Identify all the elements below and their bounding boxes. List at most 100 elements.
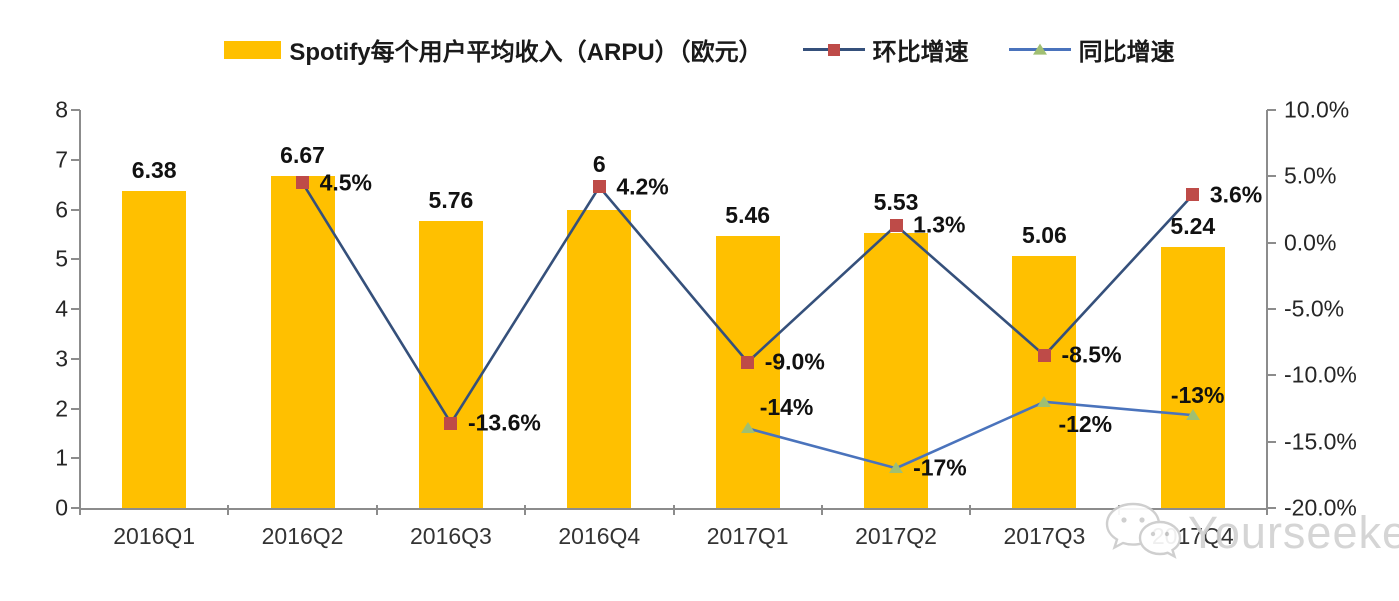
- right-axis-tick-label: 5.0%: [1284, 162, 1337, 189]
- left-axis-tick: [71, 208, 80, 211]
- right-axis-tick: [1267, 507, 1276, 509]
- left-axis-tick: [71, 507, 80, 509]
- bar-value-label: 5.06: [1022, 222, 1067, 249]
- qoq-marker: [296, 176, 310, 190]
- qoq-line-swatch: [802, 43, 865, 56]
- yoy-point-label: -17%: [913, 454, 967, 481]
- left-axis-tick-label: 6: [55, 196, 68, 222]
- watermark: Yourseeker: [1104, 500, 1399, 566]
- yoy-marker: [1185, 409, 1200, 421]
- x-axis-label: 2017Q2: [855, 523, 937, 549]
- x-axis-tick: [820, 505, 823, 515]
- qoq-marker: [741, 355, 755, 369]
- left-axis-tick: [71, 357, 80, 360]
- bar-value-label: 6.38: [131, 156, 177, 183]
- qoq-point-label: 4.5%: [319, 169, 372, 196]
- qoq-point-label: 4.2%: [616, 173, 669, 200]
- left-axis-tick-label: 5: [55, 245, 68, 272]
- legend-label-arpu: Spotify每个用户平均收入（ARPU）（欧元）: [289, 39, 763, 66]
- x-axis-tick: [79, 505, 81, 515]
- yoy-point-label: -12%: [1058, 410, 1113, 437]
- bar-value-label: 5.24: [1170, 213, 1216, 240]
- yoy-marker: [1037, 395, 1052, 407]
- bar: [418, 221, 483, 508]
- legend-item-arpu: Spotify每个用户平均收入（ARPU）（欧元）: [224, 32, 763, 67]
- left-axis-tick: [71, 109, 80, 111]
- right-axis-tick: [1267, 175, 1276, 178]
- right-axis-tick: [1267, 374, 1276, 377]
- legend-label-qoq: 环比增速: [872, 39, 969, 66]
- right-axis-tick-label: 10.0%: [1284, 96, 1350, 123]
- right-axis-tick: [1267, 109, 1276, 111]
- left-axis-line: [79, 110, 81, 508]
- left-axis-tick: [71, 308, 80, 310]
- bar: [1160, 247, 1225, 508]
- bar: [270, 176, 335, 508]
- yoy-line-swatch: [1008, 43, 1071, 55]
- yoy-marker: [740, 422, 755, 434]
- legend-item-qoq: 环比增速: [802, 32, 969, 67]
- left-axis-tick-label: 3: [55, 345, 68, 372]
- bar: [122, 190, 187, 508]
- qoq-marker-swatch: [827, 43, 840, 56]
- left-axis-tick-label: 7: [55, 146, 68, 173]
- left-axis-tick-label: 1: [55, 444, 68, 471]
- left-axis-tick: [71, 407, 80, 410]
- yoy-marker-swatch: [1032, 43, 1047, 55]
- bar-value-label: 5.76: [428, 187, 474, 214]
- qoq-marker: [889, 218, 903, 232]
- qoq-point-label: 1.3%: [913, 211, 966, 238]
- qoq-point-label: -13.6%: [467, 409, 541, 436]
- x-axis-tick: [1266, 505, 1268, 515]
- qoq-point-label: -9.0%: [764, 348, 825, 375]
- x-axis-label: 2016Q4: [558, 523, 641, 549]
- right-axis-tick: [1267, 308, 1276, 310]
- x-axis-label: 2016Q3: [410, 523, 492, 549]
- left-axis-tick: [71, 457, 80, 460]
- x-axis-tick: [969, 505, 972, 515]
- x-axis-label: 2016Q2: [261, 523, 344, 549]
- qoq-point-label: -8.5%: [1061, 341, 1122, 368]
- yoy-line: [747, 400, 1193, 470]
- right-axis-tick: [1267, 440, 1276, 443]
- left-axis-tick-label: 8: [55, 96, 68, 123]
- x-axis-tick: [524, 505, 527, 515]
- x-axis-label: 2016Q1: [113, 523, 196, 549]
- right-axis-tick: [1267, 241, 1276, 244]
- bar: [567, 209, 632, 508]
- qoq-marker: [592, 180, 606, 194]
- bar-value-label: 5.46: [725, 202, 771, 229]
- qoq-marker: [1186, 188, 1200, 202]
- qoq-point-label: 3.6%: [1209, 181, 1263, 208]
- bar-value-label: 6.67: [280, 142, 325, 169]
- right-axis-tick-label: 0.0%: [1284, 229, 1337, 256]
- right-axis-tick-label: -5.0%: [1284, 295, 1345, 322]
- bar: [1012, 256, 1077, 508]
- left-axis-tick: [71, 158, 80, 161]
- left-axis-tick-label: 4: [55, 295, 68, 322]
- wechat-icon: [1105, 502, 1182, 559]
- qoq-marker: [1037, 348, 1051, 362]
- yoy-point-label: -13%: [1170, 382, 1225, 409]
- left-axis-tick-label: 2: [55, 395, 68, 421]
- x-axis-label: 2017Q3: [1003, 523, 1086, 549]
- legend-item-yoy: 同比增速: [1008, 32, 1175, 67]
- left-axis-tick-label: 0: [55, 494, 68, 521]
- yoy-marker: [889, 462, 904, 474]
- legend-label-yoy: 同比增速: [1078, 39, 1175, 66]
- right-axis-tick-label: -20.0%: [1284, 494, 1357, 521]
- chart-legend: Spotify每个用户平均收入（ARPU）（欧元） 环比增速 同比增速: [0, 32, 1399, 67]
- yoy-point-label: -14%: [759, 394, 814, 421]
- right-axis-tick-label: -10.0%: [1284, 361, 1357, 388]
- x-axis-tick: [227, 505, 230, 515]
- x-axis-tick: [672, 505, 675, 515]
- qoq-marker: [444, 416, 458, 430]
- watermark-text: Yourseeker: [1188, 507, 1399, 558]
- x-axis-tick: [375, 505, 378, 515]
- x-axis-label: 2017Q1: [706, 523, 789, 549]
- bar-value-label: 6: [592, 150, 606, 177]
- bar-series-swatch: [224, 40, 282, 59]
- right-axis-tick-label: -15.0%: [1284, 428, 1357, 455]
- left-axis-tick: [71, 258, 80, 261]
